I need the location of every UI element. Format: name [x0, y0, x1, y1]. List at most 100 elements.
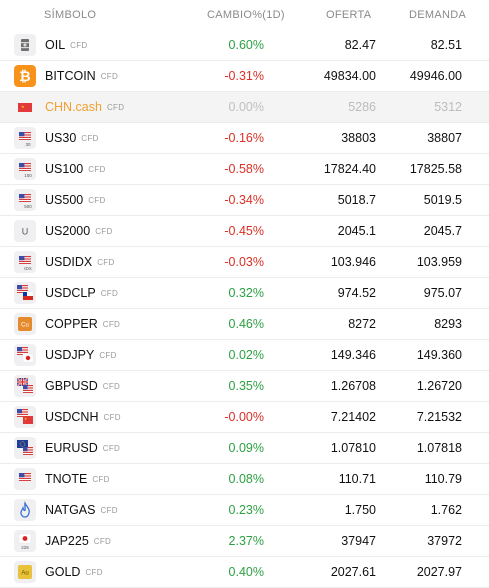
quote-row-natgas[interactable]: NATGAS CFD 0.23% 1.750 1.762: [0, 495, 489, 526]
ask-cell[interactable]: 110.79: [424, 472, 462, 486]
quote-row-usdidx[interactable]: IDX USDIDX CFD -0.03% 103.946 103.959: [0, 247, 489, 278]
symbol-cell[interactable]: USDJPY CFD: [45, 348, 117, 362]
bid-cell[interactable]: 2027.61: [330, 565, 376, 579]
eu-us-flags-icon: [14, 437, 36, 459]
bid-cell[interactable]: 5286: [348, 100, 376, 114]
bid-cell[interactable]: 110.71: [338, 472, 376, 486]
quote-row-us100[interactable]: 100 US100 CFD -0.58% 17824.40 17825.58: [0, 154, 489, 185]
quote-row-gold[interactable]: Au GOLD CFD 0.40% 2027.61 2027.97: [0, 557, 489, 588]
symbol-name: GOLD: [45, 565, 81, 579]
header-ask[interactable]: DEMANDA: [409, 9, 467, 21]
bid-cell[interactable]: 1.750: [344, 503, 376, 517]
china-flag-icon: ★: [14, 96, 36, 118]
quote-row-gbpusd[interactable]: GBPUSD CFD 0.35% 1.26708 1.26720: [0, 371, 489, 402]
ask-cell[interactable]: 5312: [434, 100, 462, 114]
cfd-tag: CFD: [102, 444, 121, 453]
header-change[interactable]: CAMBIO%(1D): [207, 9, 285, 21]
cfd-tag: CFD: [106, 103, 125, 112]
quote-row-bitcoin[interactable]: ₿ BITCOIN CFD -0.31% 49834.00 49946.00: [0, 61, 489, 92]
bid-cell[interactable]: 974.52: [337, 286, 376, 300]
quote-row-usdcnh[interactable]: ★ USDCNH CFD -0.00% 7.21402 7.21532: [0, 402, 489, 433]
ask-cell[interactable]: 975.07: [423, 286, 462, 300]
bid-cell[interactable]: 5018.7: [337, 193, 376, 207]
symbol-name: US100: [45, 162, 84, 176]
bid-cell[interactable]: 37947: [341, 534, 376, 548]
quote-row-usdclp[interactable]: USDCLP CFD 0.32% 974.52 975.07: [0, 278, 489, 309]
symbol-cell[interactable]: OIL CFD: [45, 38, 88, 52]
cfd-tag: CFD: [102, 320, 121, 329]
quote-row-eurusd[interactable]: EURUSD CFD 0.09% 1.07810 1.07818: [0, 433, 489, 464]
change-cell: 2.37%: [228, 534, 264, 548]
symbol-cell[interactable]: US30 CFD: [45, 131, 99, 145]
symbol-cell[interactable]: COPPER CFD: [45, 317, 120, 331]
symbol-cell[interactable]: USDCNH CFD: [45, 410, 121, 424]
ask-cell[interactable]: 37972: [427, 534, 462, 548]
header-bid[interactable]: OFERTA: [326, 9, 372, 21]
gold-au-icon: Au: [14, 561, 36, 583]
quote-row-usdjpy[interactable]: USDJPY CFD 0.02% 149.346 149.360: [0, 340, 489, 371]
symbol-name: OIL: [45, 38, 66, 52]
ask-cell[interactable]: 103.959: [416, 255, 462, 269]
quote-row-copper[interactable]: Cu COPPER CFD 0.46% 8272 8293: [0, 309, 489, 340]
ask-cell[interactable]: 1.26720: [416, 379, 462, 393]
symbol-cell[interactable]: USDIDX CFD: [45, 255, 115, 269]
bid-cell[interactable]: 2045.1: [337, 224, 376, 238]
ask-cell[interactable]: 149.360: [416, 348, 462, 362]
svg-text:Au: Au: [21, 571, 28, 577]
symbol-name: EURUSD: [45, 441, 98, 455]
quote-row-us500[interactable]: 500 US500 CFD -0.34% 5018.7 5019.5: [0, 185, 489, 216]
change-cell: 0.60%: [228, 38, 264, 52]
cfd-tag: CFD: [99, 351, 117, 360]
ask-cell[interactable]: 8293: [434, 317, 462, 331]
symbol-cell[interactable]: US2000 CFD: [45, 224, 113, 238]
symbol-cell[interactable]: US500 CFD: [45, 193, 106, 207]
bid-cell[interactable]: 149.346: [330, 348, 376, 362]
ask-cell[interactable]: 7.21532: [416, 410, 462, 424]
symbol-cell[interactable]: CHN.cash CFD: [45, 100, 124, 114]
quote-row-chn-cash[interactable]: ★ CHN.cash CFD 0.00% 5286 5312: [0, 92, 489, 123]
ask-cell[interactable]: 17825.58: [409, 162, 462, 176]
ask-cell[interactable]: 82.51: [430, 38, 462, 52]
bid-cell[interactable]: 1.07810: [330, 441, 376, 455]
quote-row-jap225[interactable]: 225 JAP225 CFD 2.37% 37947 37972: [0, 526, 489, 557]
bid-cell[interactable]: 1.26708: [330, 379, 376, 393]
symbol-cell[interactable]: NATGAS CFD: [45, 503, 118, 517]
ask-cell[interactable]: 38807: [427, 131, 462, 145]
ask-cell[interactable]: 2045.7: [423, 224, 462, 238]
bid-cell[interactable]: 8272: [348, 317, 376, 331]
symbol-cell[interactable]: GOLD CFD: [45, 565, 103, 579]
change-cell: 0.46%: [228, 317, 264, 331]
symbol-cell[interactable]: BITCOIN CFD: [45, 69, 118, 83]
symbol-cell[interactable]: TNOTE CFD: [45, 472, 110, 486]
ask-cell[interactable]: 5019.5: [423, 193, 462, 207]
japan-flag-icon: 225: [14, 530, 36, 552]
quote-row-oil[interactable]: OIL CFD 0.60% 82.47 82.51: [0, 30, 489, 61]
header-symbol[interactable]: SÍMBOLO: [44, 9, 97, 21]
quote-row-tnote[interactable]: TNOTE CFD 0.08% 110.71 110.79: [0, 464, 489, 495]
change-cell: 0.02%: [228, 348, 264, 362]
bid-cell[interactable]: 17824.40: [323, 162, 376, 176]
cfd-tag: CFD: [70, 41, 88, 50]
symbol-cell[interactable]: USDCLP CFD: [45, 286, 118, 300]
bid-cell[interactable]: 49834.00: [323, 69, 376, 83]
quote-row-us30[interactable]: 30 US30 CFD -0.16% 38803 38807: [0, 123, 489, 154]
ask-cell[interactable]: 49946.00: [409, 69, 462, 83]
change-cell: 0.09%: [228, 441, 264, 455]
symbol-cell[interactable]: JAP225 CFD: [45, 534, 111, 548]
bid-cell[interactable]: 103.946: [330, 255, 376, 269]
quote-row-us2000[interactable]: U US2000 CFD -0.45% 2045.1 2045.7: [0, 216, 489, 247]
ask-cell[interactable]: 1.762: [430, 503, 462, 517]
bid-cell[interactable]: 7.21402: [330, 410, 376, 424]
symbol-cell[interactable]: GBPUSD CFD: [45, 379, 120, 393]
symbol-name: USDJPY: [45, 348, 95, 362]
ask-cell[interactable]: 1.07818: [416, 441, 462, 455]
change-cell: 0.23%: [228, 503, 264, 517]
ask-cell[interactable]: 2027.97: [416, 565, 462, 579]
symbol-name: TNOTE: [45, 472, 88, 486]
symbol-name: CHN.cash: [45, 100, 102, 114]
bid-cell[interactable]: 82.47: [344, 38, 376, 52]
symbol-cell[interactable]: EURUSD CFD: [45, 441, 120, 455]
bid-cell[interactable]: 38803: [341, 131, 376, 145]
symbol-cell[interactable]: US100 CFD: [45, 162, 106, 176]
